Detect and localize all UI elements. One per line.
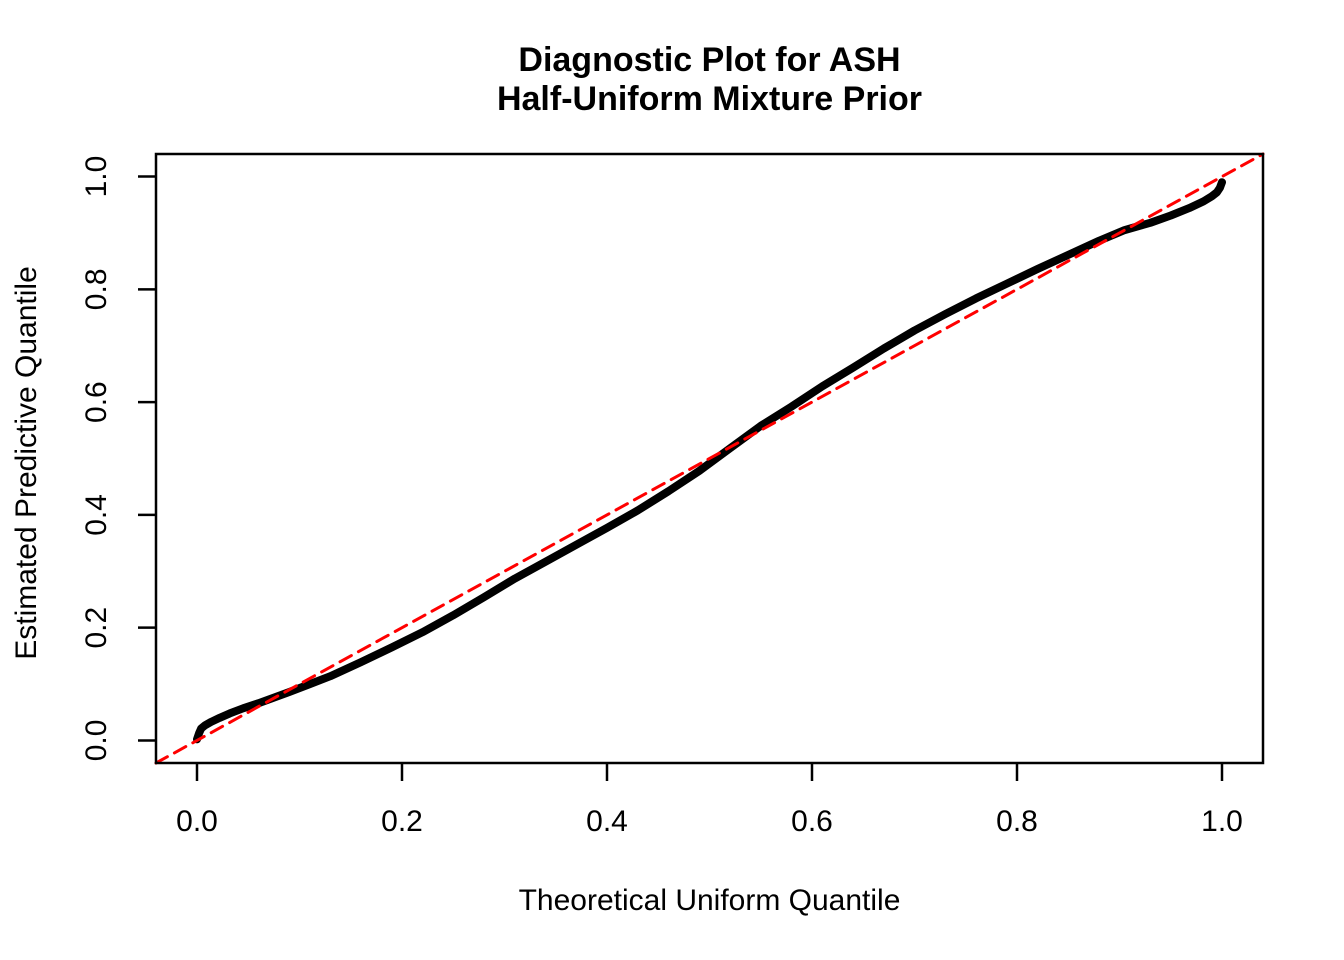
estimated-predictive-quantile-curve <box>193 178 1226 744</box>
chart-title: Diagnostic Plot for ASH Half-Uniform Mix… <box>156 41 1263 119</box>
x-tick-label: 0.0 <box>176 805 218 838</box>
identity-reference-line <box>154 152 1265 765</box>
x-tick-label: 0.8 <box>996 805 1038 838</box>
chart-title-line2: Half-Uniform Mixture Prior <box>496 80 923 118</box>
y-tick-label: 0.2 <box>80 607 113 649</box>
x-tick-label: 0.6 <box>791 805 833 838</box>
x-tick-label: 0.4 <box>586 805 628 838</box>
y-tick-label: 1.0 <box>80 156 113 198</box>
y-tick-label: 0.0 <box>80 720 113 762</box>
x-tick-label: 0.2 <box>381 805 423 838</box>
x-tick-label: 1.0 <box>1201 805 1243 838</box>
y-tick-label: 0.6 <box>80 381 113 423</box>
x-axis-label: Theoretical Uniform Quantile <box>518 884 901 917</box>
chart-title-line1: Diagnostic Plot for ASH <box>518 41 901 79</box>
y-tick-label: 0.4 <box>80 494 113 536</box>
y-tick-label: 0.8 <box>80 268 113 310</box>
plot-frame <box>154 152 1265 765</box>
